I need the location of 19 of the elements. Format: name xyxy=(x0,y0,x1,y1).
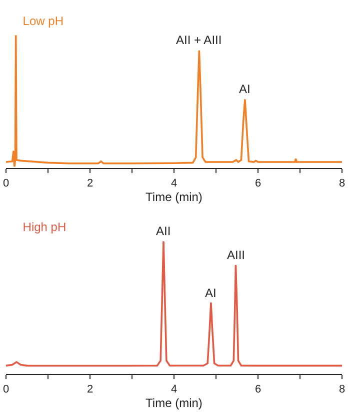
annotation: AII xyxy=(156,224,171,238)
annotation: AI xyxy=(239,82,250,96)
x-tick-label: 4 xyxy=(170,177,178,190)
x-tick-label: 0 xyxy=(2,177,10,190)
x-axis-title: Time (min) xyxy=(146,396,202,410)
x-tick-label: 8 xyxy=(338,177,346,190)
x-tick-label: 6 xyxy=(254,177,262,190)
x-tick-label: 6 xyxy=(254,383,262,396)
chart-title: Low pH xyxy=(22,14,64,28)
chart-title: High pH xyxy=(22,220,66,234)
x-tick-label: 8 xyxy=(338,383,346,396)
x-tick-label: 2 xyxy=(86,177,94,190)
annotation: AI xyxy=(205,286,216,300)
annotation: AII + AIII xyxy=(176,33,222,47)
annotation: AIII xyxy=(227,248,246,262)
x-tick-label: 2 xyxy=(86,383,94,396)
x-axis-title: Time (min) xyxy=(146,190,202,204)
x-tick-label: 0 xyxy=(2,383,10,396)
x-tick-label: 4 xyxy=(170,383,178,396)
